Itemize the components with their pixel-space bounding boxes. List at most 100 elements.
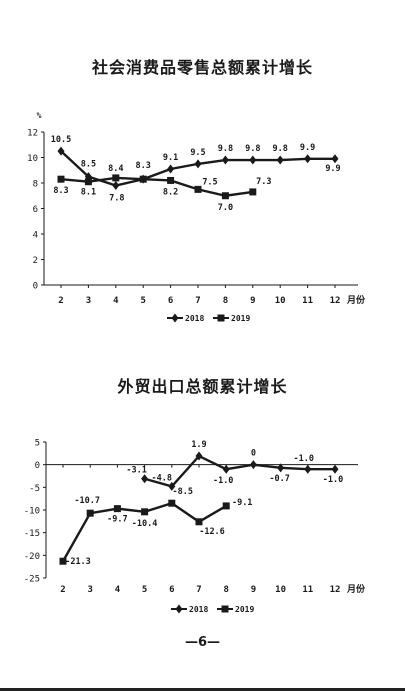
x-tick-label: 12 — [330, 296, 341, 306]
data-label: 1.9 — [191, 440, 206, 450]
y-tick-label: 4 — [33, 231, 38, 241]
data-point-2018 — [194, 159, 202, 169]
data-label: 9.9 — [325, 164, 340, 174]
x-tick-label: 6 — [168, 296, 173, 306]
data-point-2018 — [331, 154, 339, 164]
data-point-2019 — [195, 518, 203, 526]
x-tick-label: 11 — [302, 585, 313, 595]
data-label: -4.8 — [152, 473, 172, 483]
y-tick-label: -25 — [24, 575, 40, 585]
legend-label-2019: 2019 — [231, 314, 250, 323]
data-point-2018 — [141, 474, 149, 484]
export-growth-chart: 50-5-10-15-20-25%23456789101112月份-3.1-4.… — [24, 439, 366, 615]
data-point-2019 — [113, 505, 121, 513]
data-point-2018 — [304, 154, 312, 164]
data-label: -10.7 — [74, 496, 100, 506]
data-point-2019 — [57, 175, 65, 183]
data-point-2019 — [139, 175, 147, 183]
y-tick-label: 0 — [35, 461, 40, 471]
x-tick-label: 4 — [113, 296, 119, 306]
x-tick-label: 11 — [302, 296, 313, 306]
data-label: -9.1 — [232, 498, 252, 508]
x-tick-label: 2 — [58, 296, 63, 306]
data-point-2019 — [59, 557, 67, 565]
y-tick-label: 0 — [33, 282, 38, 292]
data-point-2019 — [221, 192, 229, 200]
data-point-2018 — [222, 464, 230, 474]
x-tick-label: 4 — [115, 585, 121, 595]
x-tick-label: 7 — [195, 296, 200, 306]
retail-growth-chart: 0 2 4 6 8 10 12% 2 3 4 5 6 7 8 9 10 11 12 月份 10.5 8.5 7.8 8.3 9… — [27, 111, 366, 323]
data-label: 7.8 — [109, 194, 124, 204]
y-tick-label: -20 — [24, 552, 40, 562]
data-label: 8.4 — [108, 164, 123, 174]
data-label: 8.3 — [136, 161, 151, 171]
legend-marker-2019 — [221, 605, 229, 613]
data-point-2018 — [276, 155, 284, 165]
data-label: -12.6 — [199, 527, 225, 537]
data-point-2018 — [304, 464, 312, 474]
y-tick-label: 12 — [27, 129, 38, 139]
data-label: 9.8 — [273, 144, 288, 154]
data-point-2018 — [221, 155, 229, 165]
x-tick-label: 5 — [142, 585, 147, 595]
data-point-2019 — [112, 174, 120, 182]
data-label: 10.5 — [51, 135, 71, 145]
y-tick-label: 5 — [35, 439, 40, 449]
data-point-2018 — [249, 460, 257, 470]
data-point-2018 — [112, 181, 120, 191]
data-point-2019 — [222, 502, 230, 510]
data-label: -1.0 — [213, 476, 233, 486]
data-label: 9.1 — [163, 153, 178, 163]
series-line-2018 — [144, 454, 335, 488]
legend-marker-2018 — [175, 604, 183, 614]
data-label: 8.5 — [81, 160, 96, 170]
legend-label-2018: 2018 — [185, 314, 204, 323]
data-point-2018 — [249, 155, 257, 165]
y-tick-label: -5 — [29, 484, 40, 494]
data-label: -1.0 — [323, 475, 343, 485]
data-label: 0 — [251, 449, 256, 459]
data-label: -3.1 — [126, 466, 146, 476]
y-tick-label: 2 — [33, 256, 38, 266]
y-axis-unit: % — [37, 111, 42, 120]
data-point-2019 — [249, 188, 257, 196]
x-tick-label: 5 — [140, 296, 145, 306]
data-point-2018 — [168, 481, 176, 491]
x-tick-label: 6 — [169, 585, 174, 595]
legend-marker-2018 — [171, 313, 179, 323]
data-point-2019 — [141, 508, 149, 516]
data-label: 8.3 — [53, 186, 68, 196]
data-point-2019 — [167, 176, 175, 184]
data-label: -8.5 — [173, 487, 193, 497]
x-tick-label: 10 — [275, 296, 286, 306]
data-label: -21.3 — [65, 557, 91, 567]
x-axis-unit: 月份 — [346, 294, 366, 306]
bottom-rule — [0, 688, 405, 691]
x-axis-unit: 月份 — [346, 583, 366, 595]
data-point-2019 — [168, 499, 176, 507]
y-tick-label: -15 — [24, 529, 40, 539]
y-tick-label: 8 — [33, 180, 38, 190]
y-tick-label: 10 — [27, 154, 38, 164]
legend-label-2019: 2019 — [235, 605, 254, 614]
data-label: -9.7 — [107, 515, 127, 525]
data-label: -0.7 — [269, 474, 289, 484]
y-tick-label: -10 — [24, 507, 40, 517]
data-label: 9.8 — [218, 144, 233, 154]
data-label: 8.2 — [163, 187, 178, 197]
chart-title-retail: 社会消费品零售总额累计增长 — [91, 58, 313, 77]
chart-title-export: 外贸出口总额累计增长 — [117, 377, 288, 396]
x-tick-label: 7 — [196, 585, 201, 595]
x-tick-label: 9 — [250, 296, 255, 306]
data-point-2018 — [195, 451, 203, 461]
x-tick-label: 8 — [223, 296, 228, 306]
data-label: 9.5 — [190, 148, 205, 158]
data-label: 7.5 — [202, 177, 217, 187]
x-tick-label: 12 — [330, 585, 341, 595]
legend-label-2018: 2018 — [189, 605, 208, 614]
data-label: 8.1 — [81, 188, 96, 198]
x-tick-label: 3 — [86, 296, 91, 306]
x-tick-label: 8 — [223, 585, 228, 595]
data-label: 9.9 — [300, 143, 315, 153]
